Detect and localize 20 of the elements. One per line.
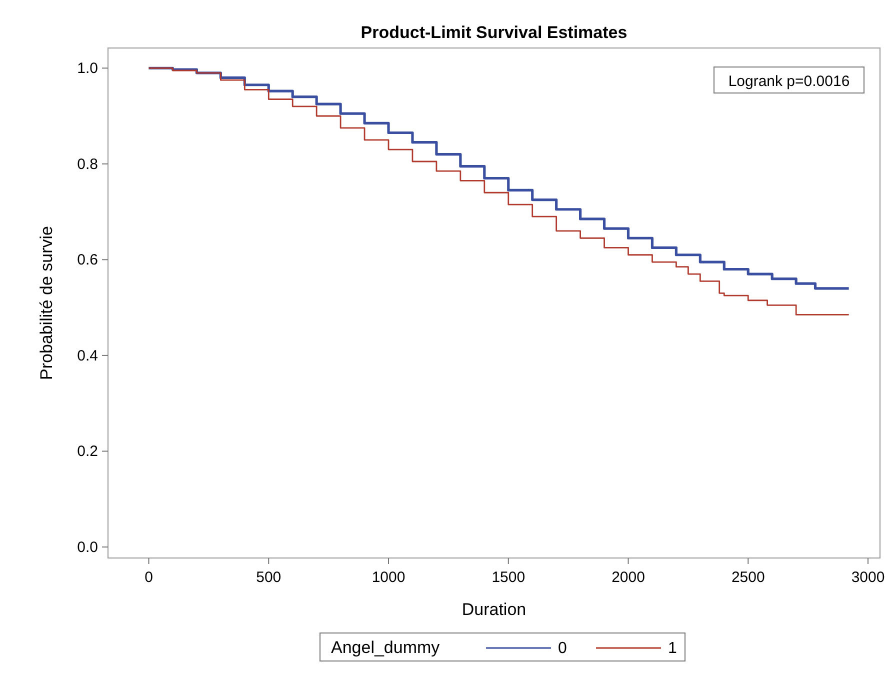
y-tick-label: 1.0 — [77, 60, 98, 78]
chart-title: Product-Limit Survival Estimates — [360, 23, 628, 42]
x-axis-title: Duration — [462, 600, 526, 619]
legend-label: 1 — [668, 640, 677, 657]
y-tick-label: 0.6 — [77, 252, 98, 269]
legend-label: 0 — [558, 640, 567, 657]
legend-title: Angel_dummy — [331, 638, 440, 657]
x-tick-label: 1000 — [372, 569, 406, 586]
x-tick-label: 0 — [144, 569, 153, 586]
annotation: Logrank p=0.0016 — [728, 73, 850, 90]
x-tick-label: 500 — [256, 569, 282, 586]
x-tick-label: 1500 — [492, 569, 526, 586]
x-tick-label: 3000 — [851, 569, 885, 586]
y-tick-label: 0.2 — [77, 443, 98, 460]
x-tick-label: 2500 — [731, 569, 765, 586]
y-tick-label: 0.8 — [77, 156, 98, 173]
x-tick-label: 2000 — [612, 569, 645, 586]
y-axis-title: Probabilité de survie — [37, 226, 56, 380]
y-tick-label: 0.4 — [77, 347, 98, 364]
y-tick-label: 0.0 — [77, 538, 98, 556]
